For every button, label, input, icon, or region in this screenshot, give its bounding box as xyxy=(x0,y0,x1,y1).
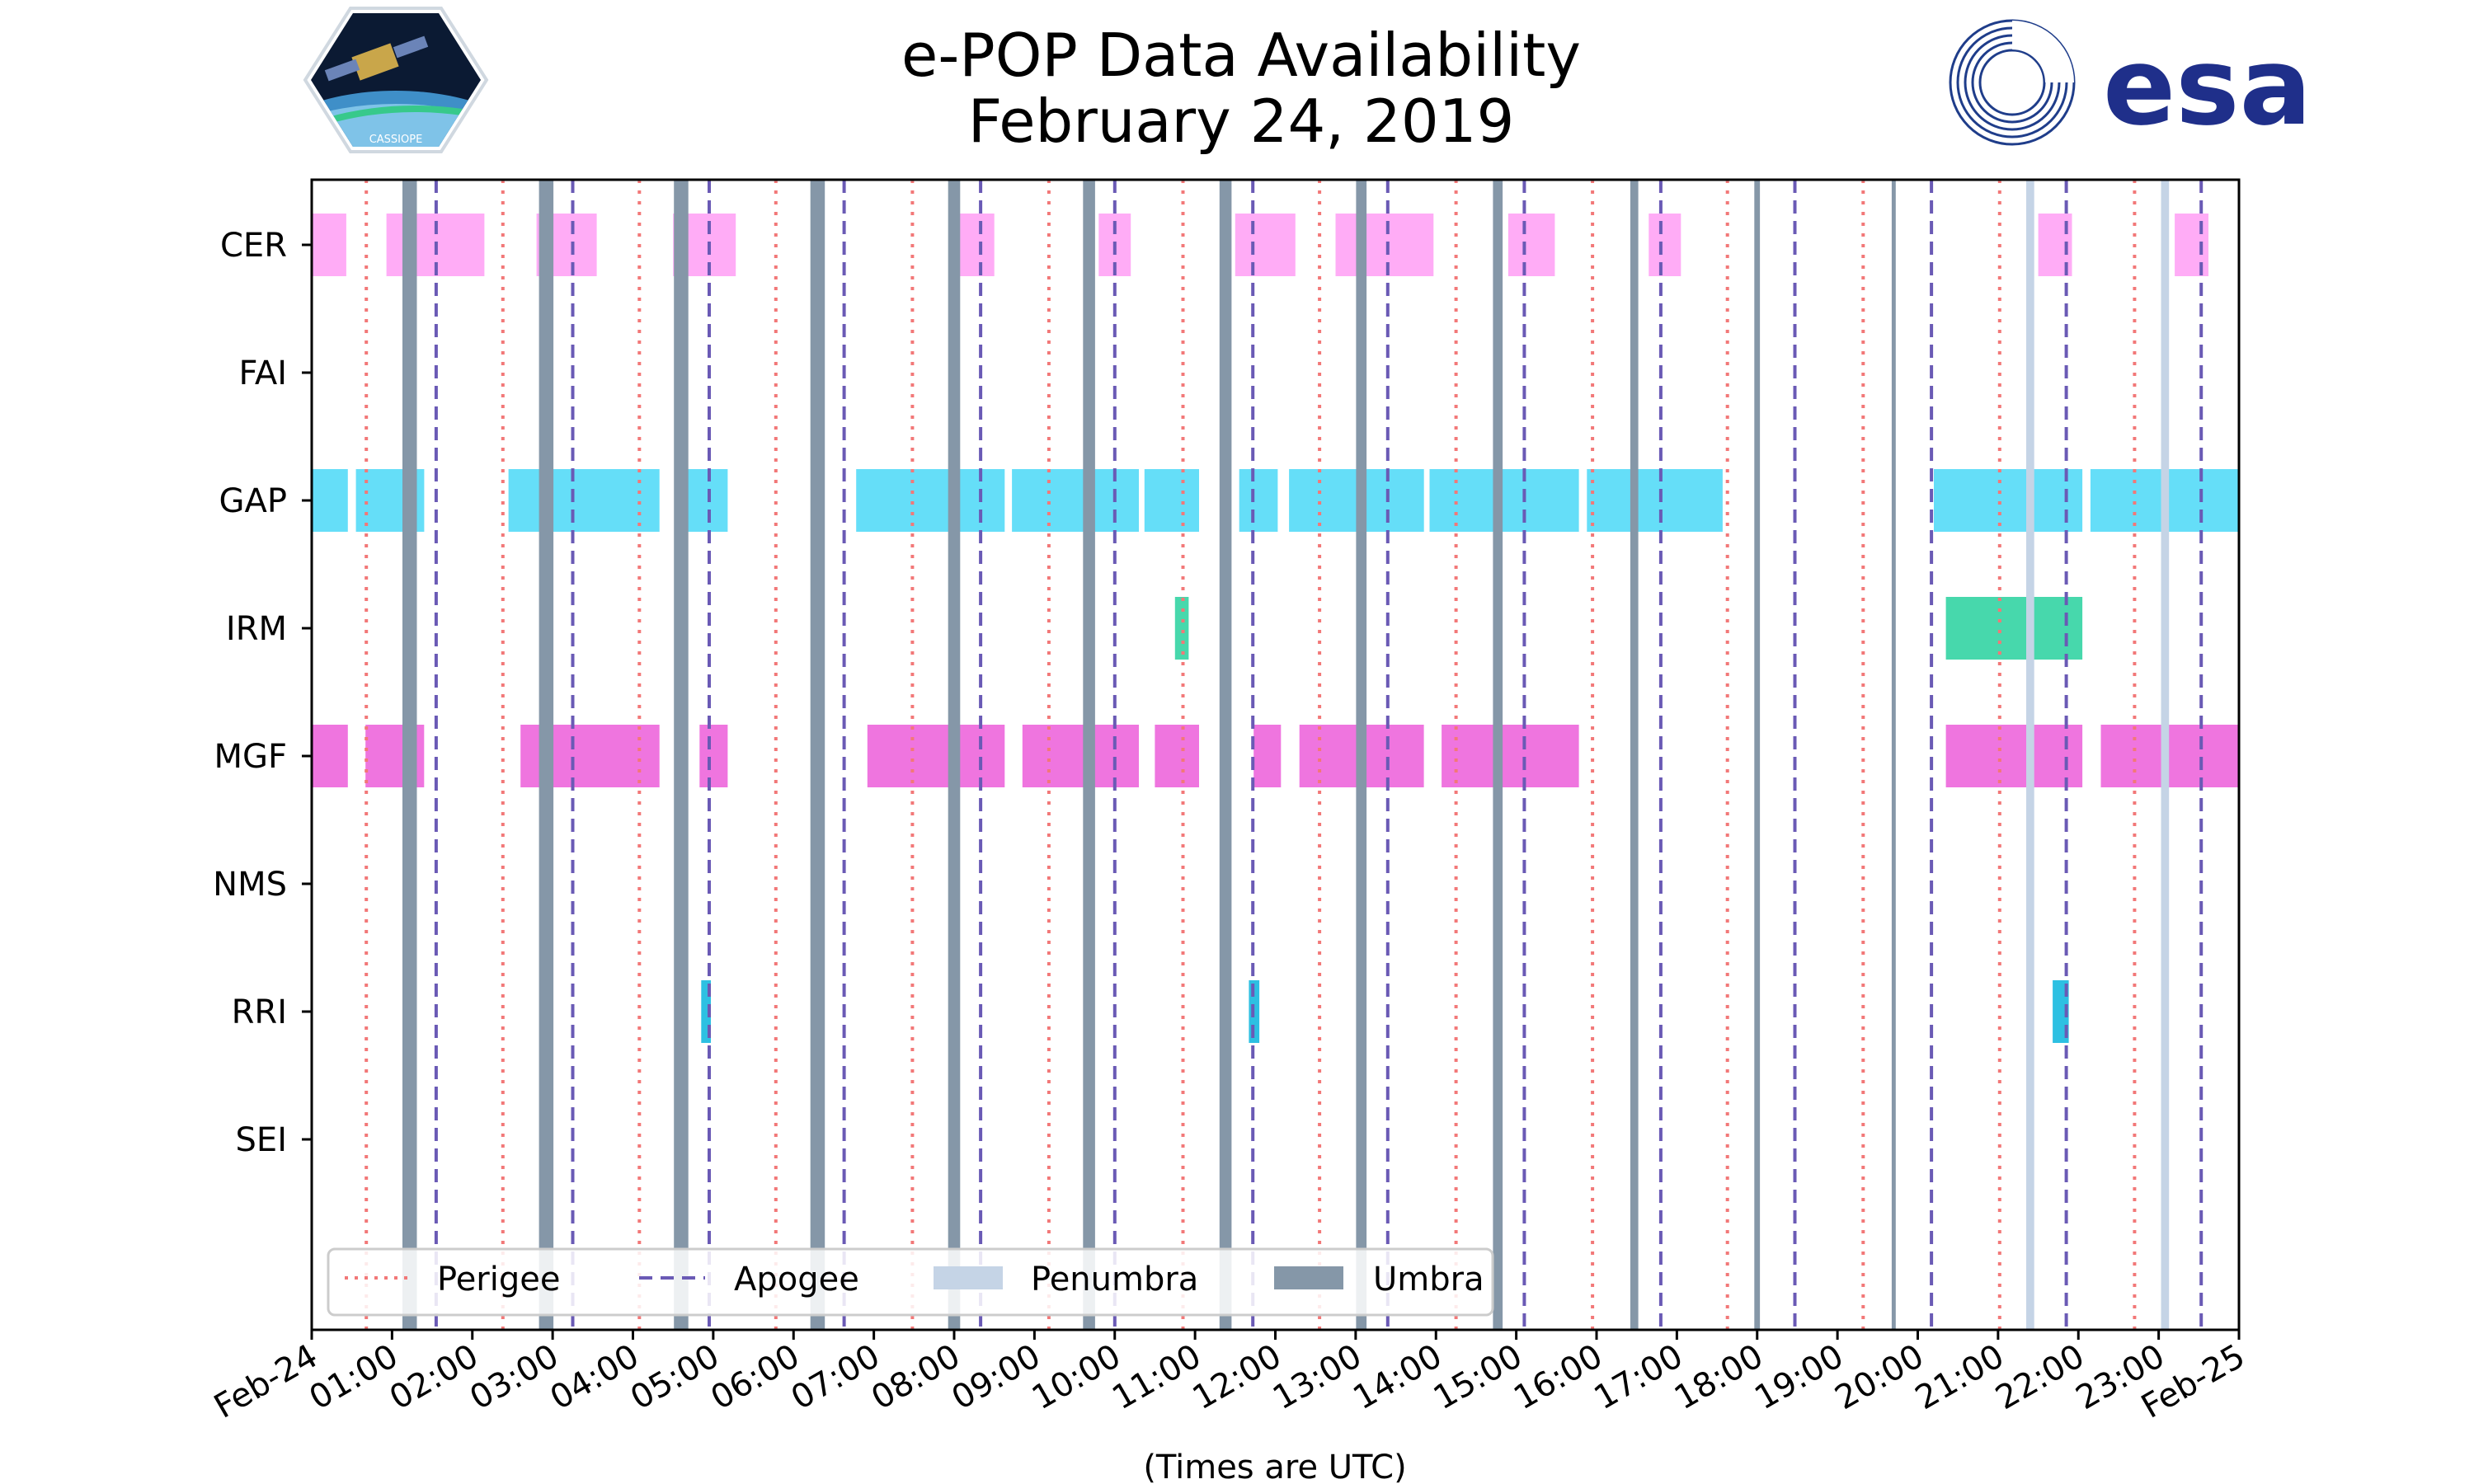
x-tick-label-4: 04:00 xyxy=(544,1337,646,1417)
x-tick-label-18: 18:00 xyxy=(1668,1337,1770,1417)
x-tick-label-10: 10:00 xyxy=(1026,1337,1127,1417)
y-tick-label-cer: CER xyxy=(220,227,287,265)
availability-bar-mgf-4 xyxy=(868,725,1005,787)
availability-bar-gap-7 xyxy=(1239,469,1278,532)
availability-bar-cer-7 xyxy=(1336,214,1434,276)
esa-logo: esa xyxy=(1950,21,2312,149)
x-tick-label-9: 09:00 xyxy=(946,1337,1047,1417)
availability-bar-gap-4 xyxy=(856,469,1004,532)
penumbra-band-1 xyxy=(2161,180,2170,1330)
availability-bar-mgf-11 xyxy=(2101,725,2240,787)
availability-bar-cer-6 xyxy=(1235,214,1296,276)
availability-bar-gap-0 xyxy=(312,469,348,532)
availability-bar-mgf-10 xyxy=(1946,725,2083,787)
x-tick-label-16: 16:00 xyxy=(1507,1337,1609,1417)
x-tick-label-13: 13:00 xyxy=(1267,1337,1368,1417)
x-axis-label: (Times are UTC) xyxy=(1143,1449,1406,1484)
penumbra-band-0 xyxy=(2026,180,2034,1330)
chart-title-line-2: February 24, 2019 xyxy=(968,87,1515,156)
legend-perigee-label: Perigee xyxy=(437,1261,560,1298)
availability-bar-cer-9 xyxy=(1649,214,1681,276)
cassiope-logo-text: CASSIOPE xyxy=(369,134,423,146)
availability-bar-gap-6 xyxy=(1145,469,1199,532)
umbra-band-8 xyxy=(1493,180,1503,1330)
x-tick-label-8: 08:00 xyxy=(865,1337,967,1417)
x-tick-label-6: 06:00 xyxy=(704,1337,806,1417)
availability-bar-gap-11 xyxy=(1934,469,2082,532)
umbra-band-4 xyxy=(948,180,961,1330)
umbra-band-7 xyxy=(1356,180,1366,1330)
availability-bar-irm-1 xyxy=(1946,597,2083,660)
availability-bar-mgf-7 xyxy=(1253,725,1281,787)
x-tick-label-0: Feb-24 xyxy=(208,1337,324,1426)
availability-bar-gap-5 xyxy=(1012,469,1139,532)
umbra-band-3 xyxy=(811,180,825,1330)
chart: e-POP Data Availability February 24, 201… xyxy=(0,0,2474,1484)
x-tick-label-3: 03:00 xyxy=(463,1337,565,1417)
umbra-band-6 xyxy=(1220,180,1232,1330)
umbra-band-2 xyxy=(674,180,689,1330)
y-tick-label-fai: FAI xyxy=(239,355,288,392)
availability-bar-gap-2 xyxy=(509,469,660,532)
x-tick-label-12: 12:00 xyxy=(1187,1337,1288,1417)
legend-apogee-label: Apogee xyxy=(734,1261,859,1298)
availability-bar-cer-11 xyxy=(2175,214,2208,276)
x-tick-label-14: 14:00 xyxy=(1347,1337,1448,1417)
umbra-band-11 xyxy=(1892,180,1896,1330)
availability-bar-mgf-5 xyxy=(1023,725,1139,787)
y-tick-label-sei: SEI xyxy=(236,1121,287,1159)
availability-bar-mgf-6 xyxy=(1155,725,1199,787)
chart-title-line-1: e-POP Data Availability xyxy=(901,21,1581,90)
y-tick-label-nms: NMS xyxy=(213,866,287,904)
x-tick-label-22: 22:00 xyxy=(1989,1337,2091,1417)
x-tick-label-1: 01:00 xyxy=(303,1337,405,1417)
x-tick-label-20: 20:00 xyxy=(1829,1337,1931,1417)
legend-umbra-swatch xyxy=(1274,1266,1343,1289)
x-tick-label-19: 19:00 xyxy=(1748,1337,1850,1417)
legend-umbra-label: Umbra xyxy=(1373,1261,1484,1298)
x-tick-label-11: 11:00 xyxy=(1106,1337,1207,1417)
availability-bar-gap-10 xyxy=(1587,469,1723,532)
x-tick-label-21: 21:00 xyxy=(1909,1337,2011,1417)
legend-penumbra-swatch xyxy=(934,1266,1003,1289)
availability-bar-cer-0 xyxy=(312,214,346,276)
x-tick-label-15: 15:00 xyxy=(1427,1337,1529,1417)
y-tick-label-mgf: MGF xyxy=(214,738,287,776)
esa-logo-text: esa xyxy=(2103,24,2312,149)
legend: Perigee Apogee Penumbra Umbra xyxy=(328,1249,1493,1315)
umbra-band-10 xyxy=(1754,180,1760,1330)
y-tick-label-gap: GAP xyxy=(219,482,287,520)
umbra-band-9 xyxy=(1630,180,1639,1330)
availability-bar-cer-8 xyxy=(1508,214,1555,276)
x-tick-label-5: 05:00 xyxy=(624,1337,726,1417)
availability-bar-mgf-9 xyxy=(1442,725,1579,787)
availability-bar-gap-9 xyxy=(1430,469,1579,532)
availability-bar-gap-3 xyxy=(687,469,728,532)
legend-penumbra-label: Penumbra xyxy=(1031,1261,1198,1298)
x-tick-label-17: 17:00 xyxy=(1588,1337,1690,1417)
y-tick-label-rri: RRI xyxy=(232,993,287,1031)
umbra-band-0 xyxy=(402,180,417,1330)
availability-bar-mgf-0 xyxy=(312,725,348,787)
x-tick-label-7: 07:00 xyxy=(785,1337,887,1417)
availability-bar-irm-0 xyxy=(1175,597,1189,660)
umbra-band-5 xyxy=(1083,180,1095,1330)
availability-bar-mgf-3 xyxy=(699,725,727,787)
y-tick-label-irm: IRM xyxy=(226,610,287,648)
umbra-band-1 xyxy=(539,180,554,1330)
x-tick-label-2: 02:00 xyxy=(383,1337,485,1417)
